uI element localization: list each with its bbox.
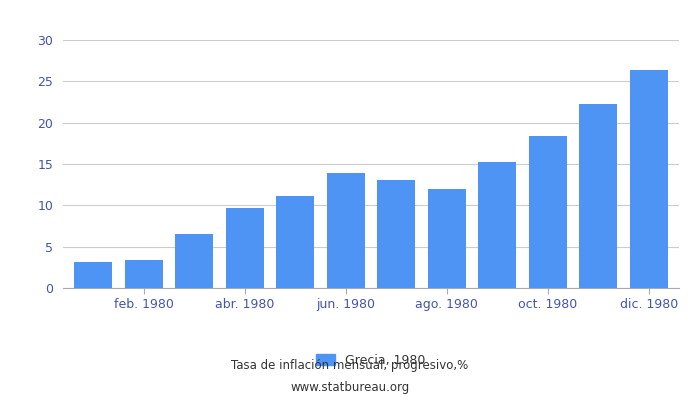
Bar (125, 260, 162, 288)
Bar (478, 162, 516, 288)
Bar (528, 136, 567, 288)
Bar (327, 173, 365, 288)
Bar (377, 180, 415, 288)
Text: www.statbureau.org: www.statbureau.org (290, 382, 410, 394)
Bar (226, 208, 264, 288)
Text: Tasa de inflación mensual, progresivo,%: Tasa de inflación mensual, progresivo,% (232, 360, 468, 372)
Bar (175, 234, 214, 288)
Bar (74, 262, 112, 288)
Bar (630, 70, 668, 288)
Bar (580, 104, 617, 288)
Legend: Grecia, 1980: Grecia, 1980 (312, 349, 430, 372)
Bar (428, 189, 466, 288)
Bar (276, 196, 314, 288)
